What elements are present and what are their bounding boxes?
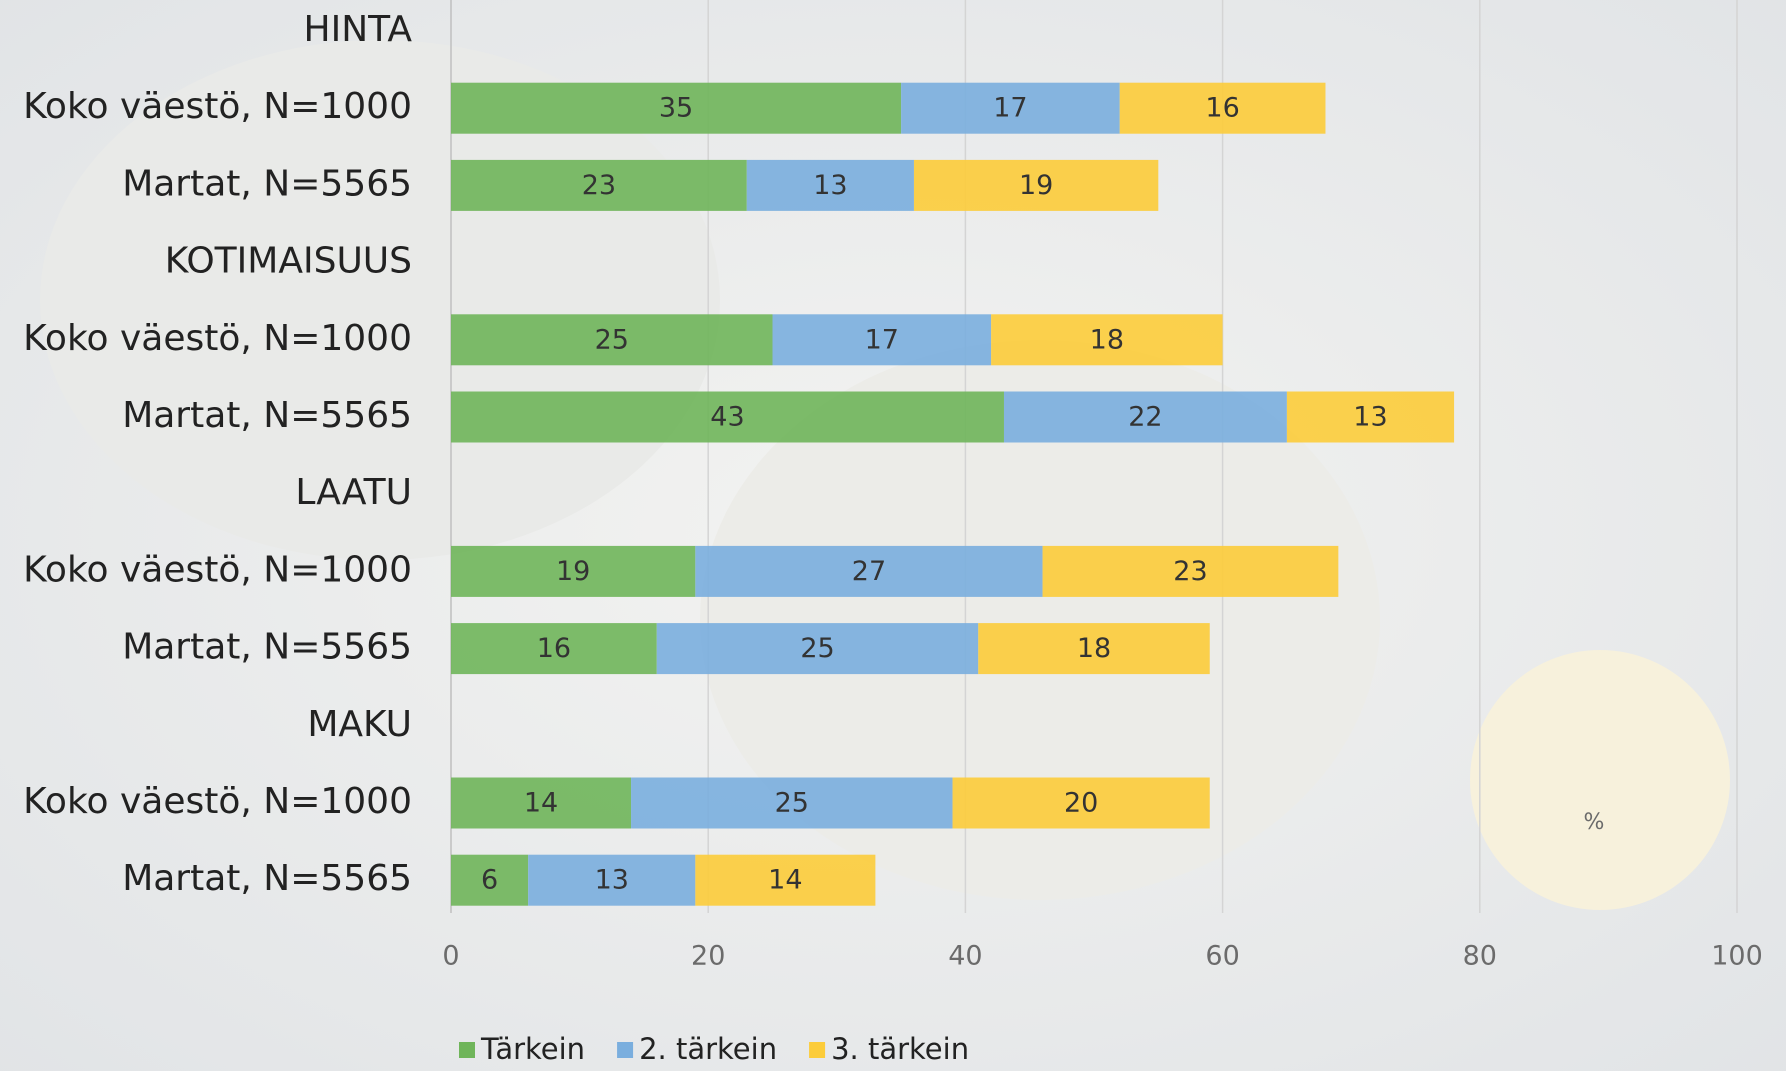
- data-label: 13: [813, 170, 847, 201]
- data-label: 35: [659, 93, 693, 124]
- y-tick-label: Koko väestö, N=1000: [23, 781, 412, 822]
- data-label: 16: [1205, 93, 1239, 124]
- bar-segment: [631, 777, 953, 829]
- x-tick-label: 0: [442, 941, 459, 972]
- x-tick-label: 40: [948, 941, 982, 972]
- data-label: 19: [1019, 170, 1053, 201]
- bar-segment: [1003, 391, 1287, 443]
- y-tick-label: MAKU: [307, 704, 412, 745]
- data-label: 23: [1173, 556, 1207, 587]
- data-label: 25: [775, 788, 809, 819]
- annotation: %: [1584, 810, 1605, 835]
- y-tick-label: Martat, N=5565: [122, 627, 412, 668]
- data-label: 18: [1090, 324, 1124, 355]
- bar-segment: [952, 777, 1210, 829]
- y-tick-label: Martat, N=5565: [122, 395, 412, 436]
- data-label: 25: [800, 633, 834, 664]
- legend-swatch: [617, 1042, 634, 1058]
- bar-segment: [451, 82, 902, 134]
- data-label: 20: [1064, 788, 1098, 819]
- y-tick-label: Koko väestö, N=1000: [23, 549, 412, 590]
- legend-label: 2. tärkein: [639, 1032, 777, 1066]
- data-label: 43: [710, 402, 744, 433]
- bar-segment: [656, 623, 979, 675]
- data-label: 14: [768, 865, 802, 896]
- bar-segment: [1119, 82, 1326, 134]
- data-label: 16: [537, 633, 571, 664]
- bar-segment: [901, 82, 1120, 134]
- y-tick-label: HINTA: [304, 9, 413, 50]
- bar-segment: [451, 854, 529, 906]
- legend-swatch: [809, 1042, 826, 1058]
- legend-swatch: [459, 1042, 475, 1058]
- x-tick-label: 100: [1711, 941, 1763, 972]
- y-tick-label: Martat, N=5565: [122, 858, 412, 899]
- y-tick-label: Koko väestö, N=1000: [23, 86, 412, 127]
- data-label: 18: [1077, 633, 1111, 664]
- y-tick-label: LAATU: [295, 472, 412, 513]
- data-label: 6: [481, 865, 498, 896]
- data-label: 19: [556, 556, 590, 587]
- bar-segment: [528, 854, 696, 906]
- data-label: 25: [595, 324, 629, 355]
- data-label: 27: [852, 556, 886, 587]
- bar-segment: [913, 159, 1159, 211]
- bar-segment: [451, 777, 632, 829]
- data-label: 22: [1128, 402, 1162, 433]
- bar-segment: [695, 854, 876, 906]
- bar-segment: [772, 314, 992, 366]
- bar-segment: [746, 159, 914, 211]
- x-tick-label: 80: [1463, 941, 1497, 972]
- data-label: 13: [1353, 402, 1387, 433]
- data-label: 17: [865, 324, 899, 355]
- legend-label: 3. tärkein: [831, 1032, 969, 1066]
- bar-segment: [451, 545, 696, 597]
- data-label: 14: [524, 788, 558, 819]
- bar-segment: [1042, 545, 1339, 597]
- bar-segment: [451, 314, 773, 366]
- bar-segment: [991, 314, 1223, 366]
- bar-segment: [695, 545, 1043, 597]
- background-decor: [700, 340, 1380, 900]
- bar-segment: [1286, 391, 1455, 443]
- data-label: 17: [993, 93, 1027, 124]
- data-label: 13: [595, 865, 629, 896]
- x-tick-label: 60: [1205, 941, 1239, 972]
- y-tick-label: Martat, N=5565: [122, 163, 412, 204]
- background-decor: [1470, 650, 1730, 910]
- bar-segment: [978, 623, 1210, 675]
- y-tick-label: Koko väestö, N=1000: [23, 318, 412, 359]
- bar-segment: [451, 623, 657, 675]
- bar-segment: [451, 391, 1004, 443]
- x-tick-label: 20: [691, 941, 725, 972]
- y-tick-label: KOTIMAISUUS: [165, 241, 412, 282]
- legend-label: Tärkein: [480, 1032, 585, 1066]
- data-label: 23: [582, 170, 616, 201]
- bar-segment: [451, 159, 747, 211]
